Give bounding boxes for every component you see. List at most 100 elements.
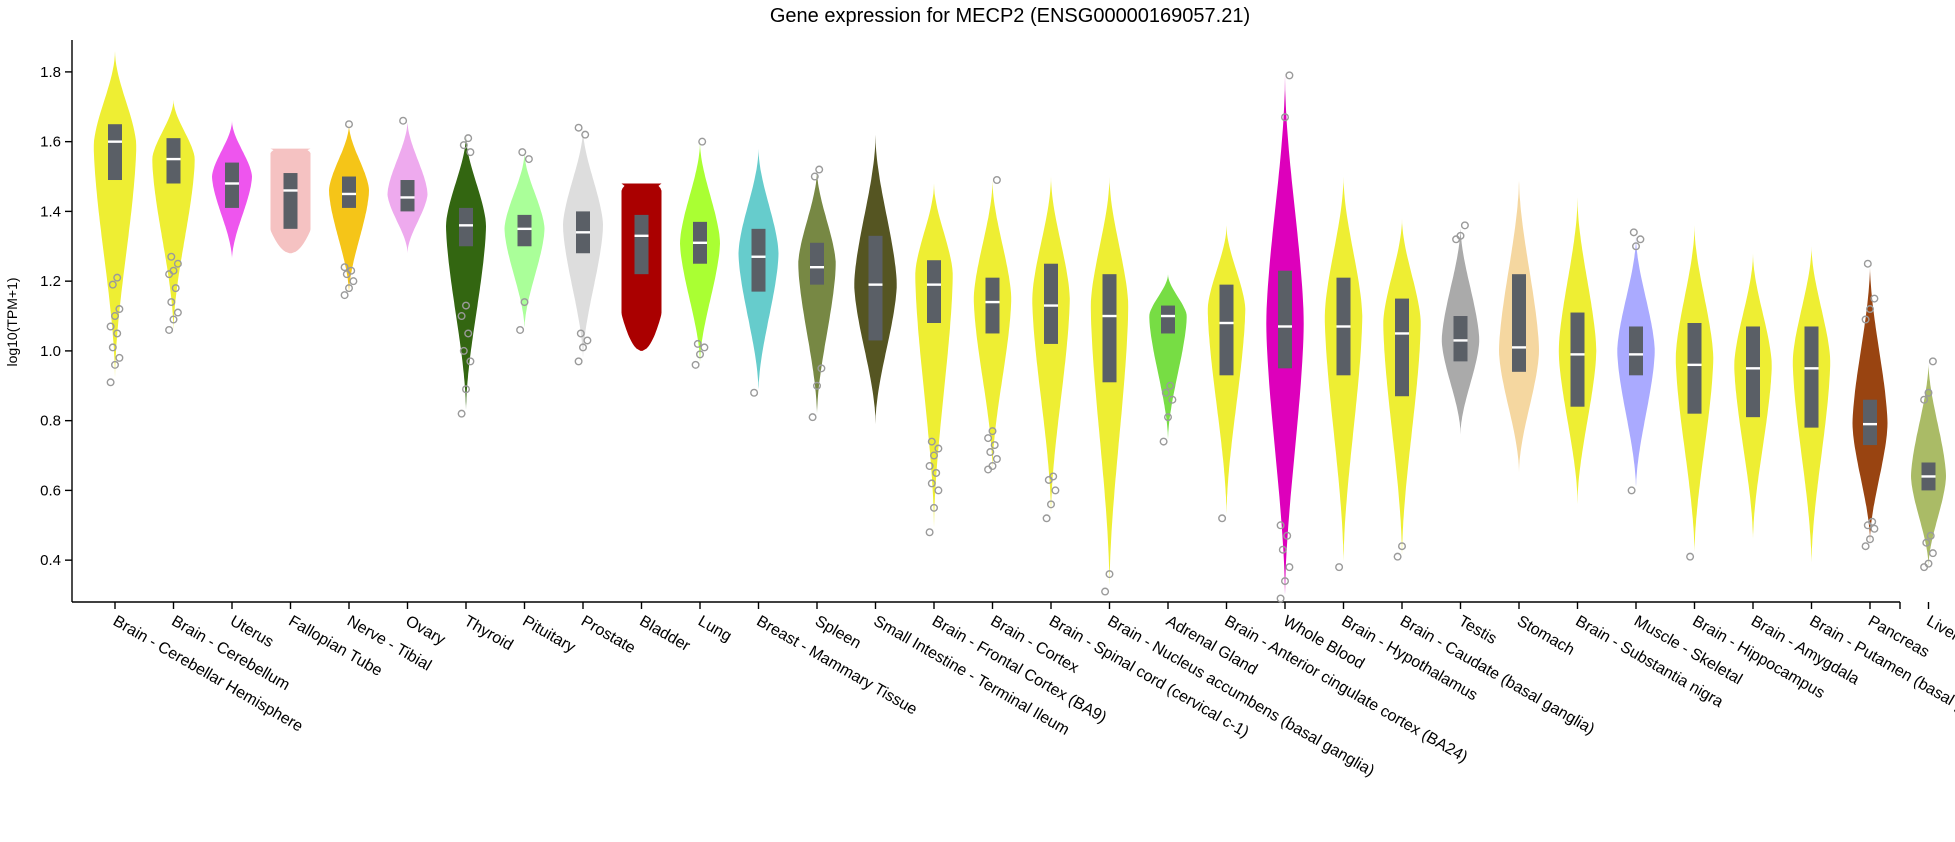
outlier-point xyxy=(1285,71,1294,80)
violin-group xyxy=(1032,176,1070,523)
iqr-box xyxy=(108,124,122,181)
outlier-point xyxy=(1920,563,1929,572)
category-label: Ovary xyxy=(403,613,448,649)
outlier-point xyxy=(108,280,117,289)
outlier-point xyxy=(988,461,997,470)
outlier-point xyxy=(691,360,700,369)
outlier-point xyxy=(808,413,817,422)
outlier-point xyxy=(340,291,349,300)
violin-group xyxy=(1792,246,1831,568)
outlier-point xyxy=(925,528,934,537)
iqr-box xyxy=(1219,284,1234,376)
outlier-point xyxy=(1629,228,1638,237)
y-axis-label: log10(TPM+1) xyxy=(4,277,20,366)
outlier-point xyxy=(927,479,936,488)
violin-group xyxy=(270,148,311,254)
outlier-point xyxy=(583,336,592,345)
outlier-point xyxy=(459,141,468,150)
category-label: Lung xyxy=(695,613,734,646)
outlier-point xyxy=(1218,514,1227,523)
violin-group xyxy=(1852,259,1888,551)
outlier-point xyxy=(930,451,939,460)
violin-group xyxy=(1441,221,1480,435)
outlier-point xyxy=(110,360,119,369)
outlier-point xyxy=(813,381,822,390)
violin xyxy=(1090,176,1129,592)
outlier-point xyxy=(1285,563,1294,572)
outlier-point xyxy=(1049,472,1058,481)
outlier-point xyxy=(464,329,473,338)
outlier-point xyxy=(1863,259,1872,268)
y-tick-label: 1.4 xyxy=(40,203,61,220)
outlier-point xyxy=(1335,563,1344,572)
outlier-point xyxy=(1393,552,1402,561)
outlier-point xyxy=(1051,486,1060,495)
iqr-box xyxy=(225,162,239,208)
iqr-box xyxy=(1687,323,1702,414)
y-tick-label: 1.6 xyxy=(40,134,61,151)
category-label: Thyroid xyxy=(461,613,516,654)
outlier-point xyxy=(399,116,408,125)
iqr-box xyxy=(1395,298,1409,397)
iqr-box xyxy=(985,277,1000,334)
outlier-point xyxy=(466,357,475,366)
iqr-box xyxy=(927,260,941,323)
outlier-point xyxy=(1924,559,1933,568)
violin xyxy=(1032,176,1070,519)
outlier-point xyxy=(990,441,999,450)
iqr-box xyxy=(459,207,473,247)
outlier-point xyxy=(1276,521,1285,530)
outlier-point xyxy=(986,448,995,457)
outlier-point xyxy=(462,301,471,310)
outlier-point xyxy=(696,350,705,359)
iqr-box xyxy=(1044,263,1058,344)
outlier-point xyxy=(173,259,182,268)
outlier-point xyxy=(1159,437,1168,446)
outlier-point xyxy=(810,172,819,181)
outlier-point xyxy=(1926,531,1935,540)
outlier-point xyxy=(925,461,934,470)
category-label: Pituitary xyxy=(520,613,579,657)
violin-group xyxy=(1266,71,1304,603)
violin-group xyxy=(854,134,897,425)
violin-group xyxy=(504,148,545,334)
outlier-point xyxy=(700,343,709,352)
outlier-point xyxy=(457,312,466,321)
category-label: Liver xyxy=(1924,613,1955,645)
outlier-point xyxy=(1686,552,1695,561)
outlier-point xyxy=(817,364,826,373)
y-tick-label: 1.8 xyxy=(40,64,61,81)
violin-group xyxy=(1149,274,1187,446)
violin xyxy=(915,183,953,533)
outlier-point xyxy=(698,137,707,146)
outlier-point xyxy=(518,148,527,157)
outlier-point xyxy=(693,339,702,348)
outlier-point xyxy=(815,165,824,174)
outlier-point xyxy=(1631,242,1640,251)
y-tick-label: 0.8 xyxy=(40,413,61,430)
violin xyxy=(1149,274,1187,442)
outlier-point xyxy=(1928,549,1937,558)
y-tick-label: 0.6 xyxy=(40,482,61,499)
outlier-point xyxy=(1861,315,1870,324)
outlier-point xyxy=(1861,542,1870,551)
outlier-point xyxy=(1928,357,1937,366)
outlier-point xyxy=(520,298,529,307)
outlier-point xyxy=(165,325,174,334)
iqr-box xyxy=(810,242,824,285)
violin-group xyxy=(1090,176,1129,596)
outlier-point xyxy=(524,155,533,164)
violin-group xyxy=(798,165,836,422)
outlier-point xyxy=(1870,294,1879,303)
outlier-point xyxy=(1168,395,1177,404)
outlier-point xyxy=(1627,486,1636,495)
outlier-point xyxy=(173,308,182,317)
outlier-point xyxy=(1163,413,1172,422)
outlier-point xyxy=(349,277,358,286)
violin-group xyxy=(446,134,486,418)
outlier-point xyxy=(992,176,1001,185)
iqr-box xyxy=(400,180,415,212)
iqr-box xyxy=(517,214,532,247)
outlier-point xyxy=(984,465,993,474)
